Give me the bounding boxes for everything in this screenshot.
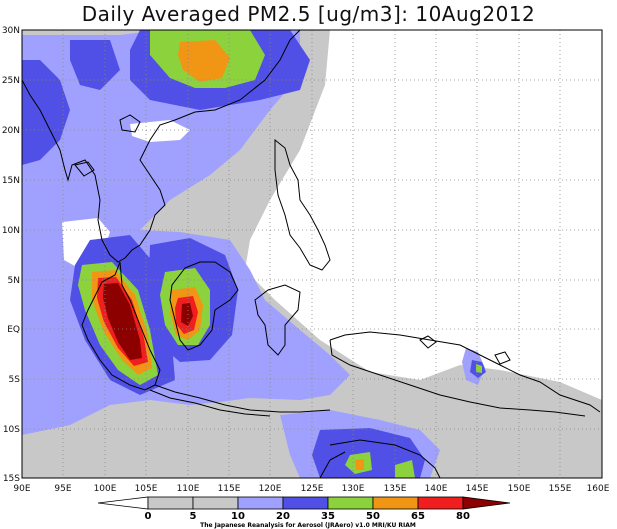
colorbar-bin — [282, 496, 329, 510]
lat-label: 10S — [3, 425, 20, 435]
lat-label: 15N — [2, 176, 20, 186]
field-over-80 — [181, 303, 193, 326]
colorbar-bin — [417, 496, 464, 510]
latitude-labels: 30N 25N 20N 15N 10N 5N EQ 5S 10S 15S — [2, 26, 20, 484]
colorbar-bin — [237, 496, 284, 510]
field-over-80 — [103, 283, 142, 360]
colorbar-bin — [192, 496, 239, 510]
lon-label: 120E — [259, 484, 282, 494]
lon-label: 145E — [466, 484, 489, 494]
lon-label: 135E — [384, 484, 407, 494]
colorbar-bin — [372, 496, 419, 510]
lat-label: 10N — [2, 226, 20, 236]
field-50-65 — [355, 459, 364, 470]
lon-label: 115E — [218, 484, 241, 494]
lon-label: 100E — [94, 484, 117, 494]
field-50-65 — [178, 40, 230, 82]
lat-label: 20N — [2, 126, 20, 136]
field-35-50 — [476, 364, 482, 373]
colorbar-label: 65 — [411, 511, 425, 522]
colorbar-label: 80 — [456, 511, 470, 522]
colorbar-arrow-low — [97, 496, 149, 510]
colorbar-label: 0 — [145, 511, 152, 522]
colorbar-label: 10 — [231, 511, 245, 522]
lon-label: 90E — [13, 484, 30, 494]
lat-label: 30N — [2, 26, 20, 36]
lon-label: 125E — [301, 484, 324, 494]
lat-label: 5N — [8, 276, 20, 286]
colorbar-label: 5 — [190, 511, 197, 522]
lon-label: 155E — [549, 484, 572, 494]
pm25-fields — [22, 30, 602, 478]
lon-label: 130E — [342, 484, 365, 494]
map-title: Daily Averaged PM2.5 [ug/m3]: 10Aug2012 — [81, 2, 536, 26]
colorbar: 0 5 10 20 35 50 65 80 — [97, 496, 511, 522]
lat-label: 25N — [2, 76, 20, 86]
colorbar-arrow-high — [462, 496, 511, 510]
lon-label: 95E — [54, 484, 71, 494]
field-35-50 — [395, 460, 415, 478]
coastlines — [22, 30, 601, 478]
lon-label: 105E — [135, 484, 158, 494]
lat-label: 15S — [3, 474, 20, 484]
colorbar-label: 50 — [366, 511, 380, 522]
colorbar-label: 35 — [321, 511, 335, 522]
colorbar-bin — [327, 496, 374, 510]
lat-label: EQ — [7, 325, 20, 335]
lon-label: 140E — [425, 484, 448, 494]
lon-label: 110E — [177, 484, 200, 494]
colorbar-bin — [147, 496, 194, 510]
lat-label: 5S — [9, 375, 21, 385]
credit-text: The Japanese Reanalysis for Aerosol (JRA… — [200, 522, 416, 529]
graticule — [22, 30, 602, 478]
lon-label: 160E — [587, 484, 610, 494]
colorbar-label: 20 — [276, 511, 290, 522]
field-20-35 — [22, 60, 70, 165]
field-20-35 — [70, 40, 120, 90]
longitude-labels: 90E 95E 100E 105E 110E 115E 120E 125E 13… — [13, 484, 609, 494]
map-frame — [21, 29, 603, 479]
lon-label: 150E — [508, 484, 531, 494]
